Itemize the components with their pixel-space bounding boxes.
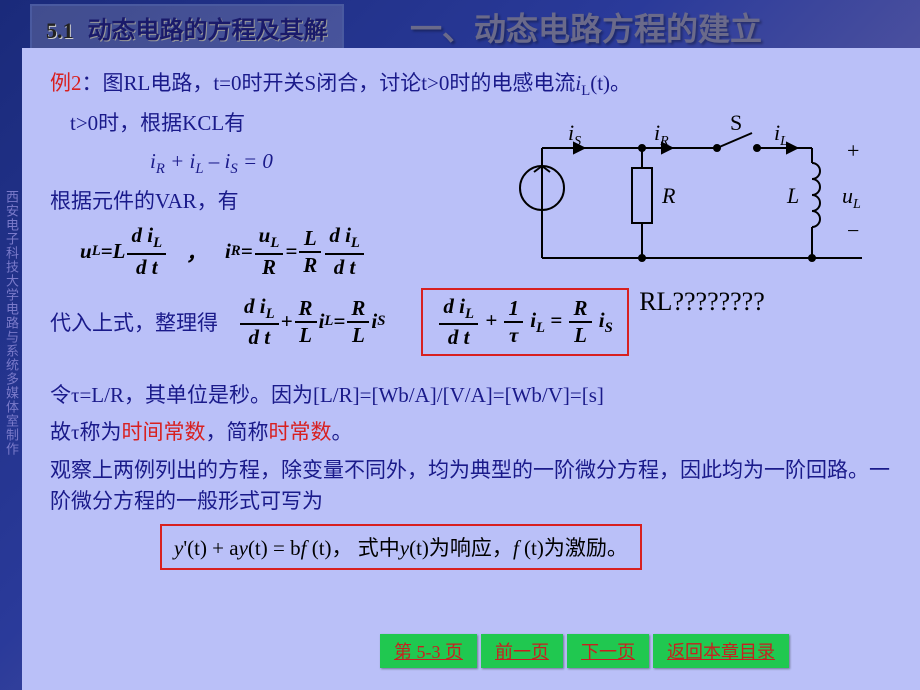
- fraction: d iL d t: [325, 223, 364, 279]
- example-label: 例2: [50, 71, 82, 95]
- rl-circuit-svg: iS iR iL S R L + uL −: [512, 108, 892, 278]
- rl-caption: RL????????: [512, 287, 892, 317]
- nav-bar: 第 5-3 页 前一页 下一页 返回本章目录: [380, 634, 789, 668]
- toc-button[interactable]: 返回本章目录: [653, 634, 789, 668]
- section-title: 动态电路的方程及其解: [88, 18, 328, 44]
- svg-text:uL: uL: [842, 183, 861, 212]
- svg-text:S: S: [730, 110, 742, 135]
- side-credit: 西安电子科技大学电路与系统多媒体室制作: [3, 190, 21, 456]
- fraction: d iL d t: [439, 294, 478, 350]
- svg-text:L: L: [786, 183, 799, 208]
- observation-line: 观察上两例列出的方程，除变量不同外，均为典型的一阶微分方程，因此均为一阶回路。一…: [50, 455, 892, 518]
- section-header: 5.1 动态电路的方程及其解: [30, 4, 344, 51]
- page-title: 一、动态电路方程的建立: [410, 4, 762, 50]
- time-constant-line: 故τ称为时间常数，简称时常数。: [50, 417, 892, 449]
- svg-text:iL: iL: [774, 120, 788, 149]
- fraction: R L: [295, 296, 317, 348]
- example-line: 例2：图RL电路，t=0时开关S闭合，讨论t>0时的电感电流iL(t)。: [50, 68, 892, 102]
- page-indicator[interactable]: 第 5-3 页: [380, 634, 477, 668]
- general-form-box: y'(t) + ay(t) = bf (t)， 式中y(t)为响应，f (t)为…: [160, 524, 892, 570]
- svg-text:iS: iS: [568, 120, 581, 149]
- fraction: d iL d t: [240, 294, 279, 350]
- slide-body: 例2：图RL电路，t=0时开关S闭合，讨论t>0时的电感电流iL(t)。 t>0…: [22, 48, 920, 690]
- svg-text:R: R: [661, 183, 676, 208]
- svg-text:+: +: [847, 138, 859, 163]
- svg-text:iR: iR: [654, 120, 669, 149]
- fraction: d iL d t: [127, 223, 166, 279]
- fraction: R L: [347, 296, 369, 348]
- tau-definition: 令τ=L/R，其单位是秒。因为[L/R]=[Wb/A]/[V/A]=[Wb/V]…: [50, 380, 892, 412]
- prev-button[interactable]: 前一页: [481, 634, 563, 668]
- section-number: 5.1: [46, 18, 74, 43]
- fraction: L R: [299, 226, 321, 278]
- next-button[interactable]: 下一页: [567, 634, 649, 668]
- fraction: uL R: [255, 223, 284, 279]
- svg-text:−: −: [847, 218, 859, 243]
- circuit-diagram: iS iR iL S R L + uL − RL????????: [512, 108, 892, 317]
